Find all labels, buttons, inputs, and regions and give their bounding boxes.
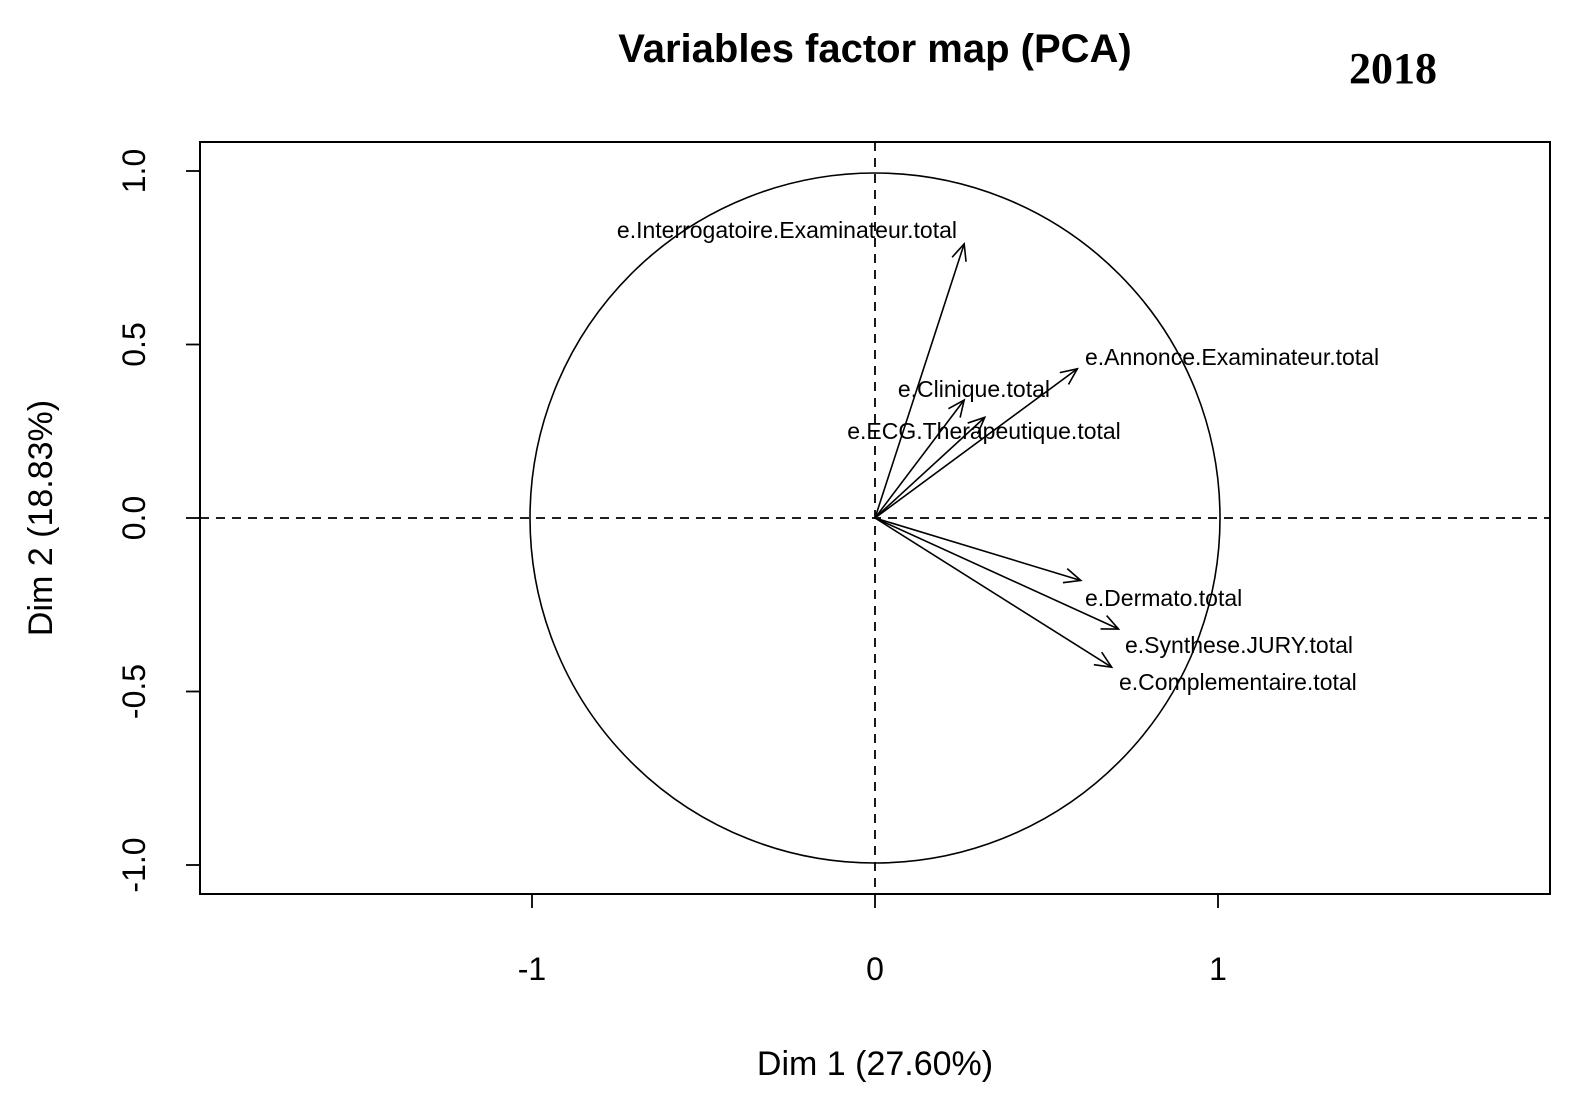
variable-label: e.ECG.Therapeutique.total: [847, 418, 1121, 444]
variable-label: e.Clinique.total: [898, 376, 1050, 402]
year-label: 2018: [1349, 44, 1437, 93]
variable-arrow: e.Annonce.Examinateur.total: [874, 344, 1379, 519]
variable-arrow: e.Complementaire.total: [874, 517, 1357, 695]
x-tick-label: -1: [518, 951, 546, 987]
arrow-head: [1093, 651, 1114, 669]
y-tick-label: 0.5: [116, 322, 152, 366]
variable-label: e.Annonce.Examinateur.total: [1085, 344, 1379, 370]
variable-label: e.Interrogatoire.Examinateur.total: [617, 217, 957, 243]
arrow-shaft: [874, 416, 986, 519]
y-axis-label: Dim 2 (18.83%): [22, 400, 60, 636]
plot-area: e.Interrogatoire.Examinateur.total e.Anno…: [200, 142, 1550, 894]
variable-label: e.Dermato.total: [1085, 585, 1242, 611]
y-tick-label: 1.0: [116, 149, 152, 193]
x-tick-label: 1: [1209, 951, 1227, 987]
arrow-head: [951, 242, 967, 262]
y-tick-label: -0.5: [116, 664, 152, 719]
arrow-head: [1100, 615, 1121, 630]
arrow-head: [948, 398, 966, 418]
variable-arrow: e.ECG.Therapeutique.total: [847, 416, 1121, 519]
arrow-head: [1062, 568, 1083, 584]
arrow-shaft: [874, 517, 1119, 630]
variable-label: e.Synthese.JURY.total: [1125, 632, 1353, 658]
variable-arrow: e.Clinique.total: [874, 376, 1050, 519]
x-tick-label: 0: [866, 951, 884, 987]
arrow-shaft: [874, 368, 1078, 519]
arrow-shaft: [874, 399, 965, 519]
variable-arrow: e.Interrogatoire.Examinateur.total: [617, 217, 967, 519]
variable-label: e.Complementaire.total: [1119, 669, 1357, 695]
x-axis-label: Dim 1 (27.60%): [757, 1045, 993, 1083]
arrow-shaft: [874, 517, 1113, 668]
variable-arrow: e.Dermato.total: [874, 517, 1242, 611]
arrow-shaft: [874, 517, 1082, 582]
arrow-head: [967, 416, 987, 435]
arrow-shaft: [874, 243, 965, 519]
y-tick-label: -1.0: [116, 837, 152, 892]
chart-title: Variables factor map (PCA): [618, 27, 1132, 71]
variable-arrow: e.Synthese.JURY.total: [874, 517, 1353, 658]
y-tick-label: 0.0: [116, 496, 152, 540]
arrow-head: [1059, 367, 1079, 385]
